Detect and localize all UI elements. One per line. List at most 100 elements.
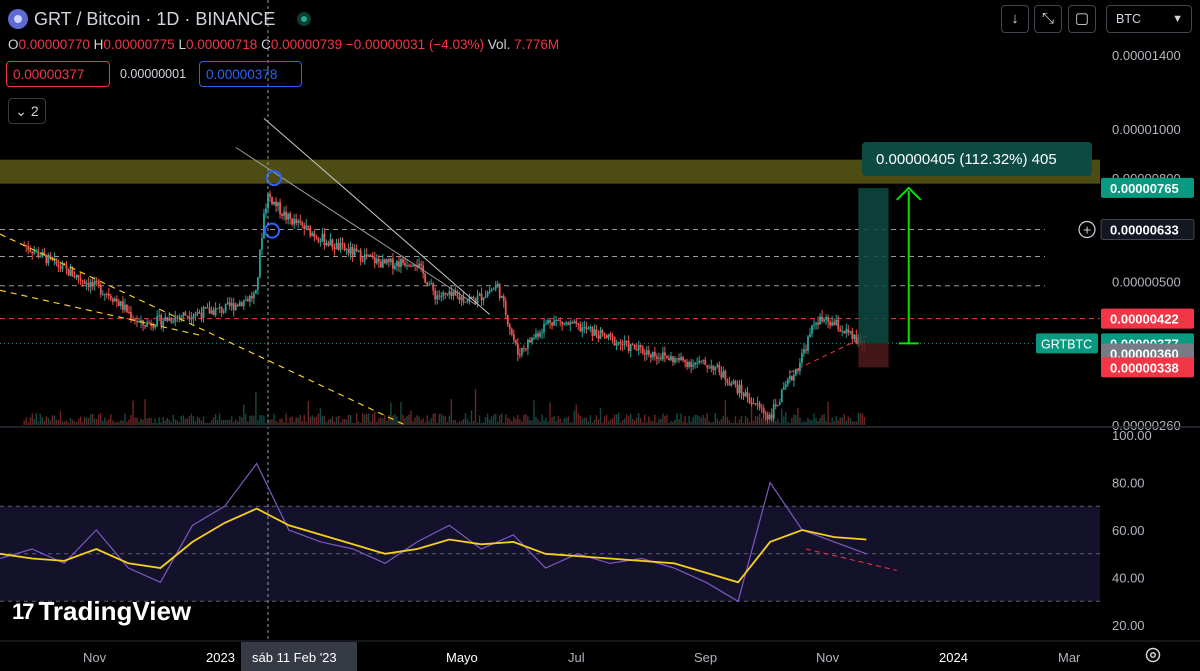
volume-bar [194,421,197,425]
volume-bar [297,417,299,425]
volume-bar [275,420,277,425]
candle-body [720,372,723,378]
symbol-title[interactable]: GRT / Bitcoin · 1D · BINANCE [34,8,276,29]
candle-body [49,254,52,258]
volume-bar [851,421,854,425]
target-zone[interactable] [858,187,889,344]
candle-body [702,359,705,362]
candle-body [853,334,856,339]
volume-bar [380,417,382,425]
resistance-zone[interactable] [0,159,1100,184]
volume-bar [392,415,394,425]
volume-bar [188,415,191,425]
volume-bar [71,419,74,425]
volume-bar [861,413,864,425]
volume-bar [573,410,575,425]
volume-bar [400,401,402,425]
rsi-trendline[interactable] [805,548,897,571]
sell-button[interactable]: 0.00000377 [6,61,110,87]
candle-body [242,300,245,307]
marker-circle[interactable] [266,170,283,187]
candle-body [124,304,126,310]
volume-bar [33,418,35,425]
candle-body [768,414,771,420]
currency-select[interactable]: BTC ▼ [1106,5,1192,33]
stop-zone[interactable] [858,343,889,368]
trendline[interactable] [235,146,476,305]
volume-bar [112,420,114,425]
candle-body [33,251,36,254]
volume-bar [160,422,162,425]
candle-body [271,197,273,205]
candle-body [295,218,298,224]
volume-bar [700,417,702,425]
candle-body [537,333,539,337]
trendline[interactable] [263,117,490,315]
candle-body [383,259,386,264]
candle-body [732,381,735,384]
candle-body [597,335,600,339]
candle-body [47,254,50,264]
candle-body [742,393,745,397]
volume-bar [664,416,666,425]
symbol-header[interactable]: GRT / Bitcoin · 1D · BINANCE [8,6,312,32]
add-alert-icon[interactable] [1078,220,1096,239]
yellow-trendline[interactable] [0,289,204,337]
volume-bar [168,419,170,425]
volume-bar [773,414,775,425]
candle-body [698,360,701,363]
volume-bar [551,417,553,425]
candle-body [744,392,747,397]
marker-circle[interactable] [264,222,281,239]
volume-bar [243,404,245,425]
candle-body [782,387,785,390]
volume-bar [237,421,239,425]
market-status-icon[interactable] [297,12,312,26]
buy-button[interactable]: 0.00000378 [199,61,302,87]
candle-body [156,316,159,327]
volume-bar [337,415,340,425]
candle-body [649,354,652,358]
settings-button[interactable] [1144,646,1162,664]
volume-bar [732,422,735,425]
volume-bar [694,414,696,425]
candle-body [809,333,811,337]
candle-body [329,239,332,246]
screenshot-button[interactable]: ▢ [1068,5,1096,33]
candle-body [160,315,163,326]
candle-body [539,332,541,337]
ohlc-legend: O0.00000770 H0.00000775 L0.00000718 C0.0… [8,37,560,52]
volume-bar [100,413,102,425]
volume-bar [793,414,795,425]
candle-body [85,283,88,285]
candle-body [188,316,191,320]
candle-body [535,333,537,338]
yellow-trendline[interactable] [0,233,406,426]
candle-body [603,332,606,336]
volume-bar [468,421,471,425]
volume-bar [235,419,237,425]
candle-body [845,329,848,334]
candle-body [629,344,632,352]
volume-bar [744,415,747,425]
candle-body [119,301,122,306]
spread-value: 0.00000001 [120,67,187,81]
volume-bar [134,417,136,425]
time-tick: Nov [816,650,840,665]
fullscreen-button[interactable]: ⤡ [1034,5,1062,33]
volume-bar [708,421,710,425]
indicators-toggle[interactable]: ⌄ 2 [8,98,46,124]
download-button[interactable]: ↓ [1001,5,1029,33]
volume-bar [452,420,455,425]
volume-bar [384,414,386,425]
candle-body [770,414,773,419]
volume-bar [835,415,837,425]
candle-body [734,381,737,386]
volume-bar [31,413,33,425]
volume-bar [39,413,41,425]
candle-body [799,362,801,371]
volume-bar [325,421,328,425]
candle-body [349,246,352,254]
candle-body [601,330,604,333]
